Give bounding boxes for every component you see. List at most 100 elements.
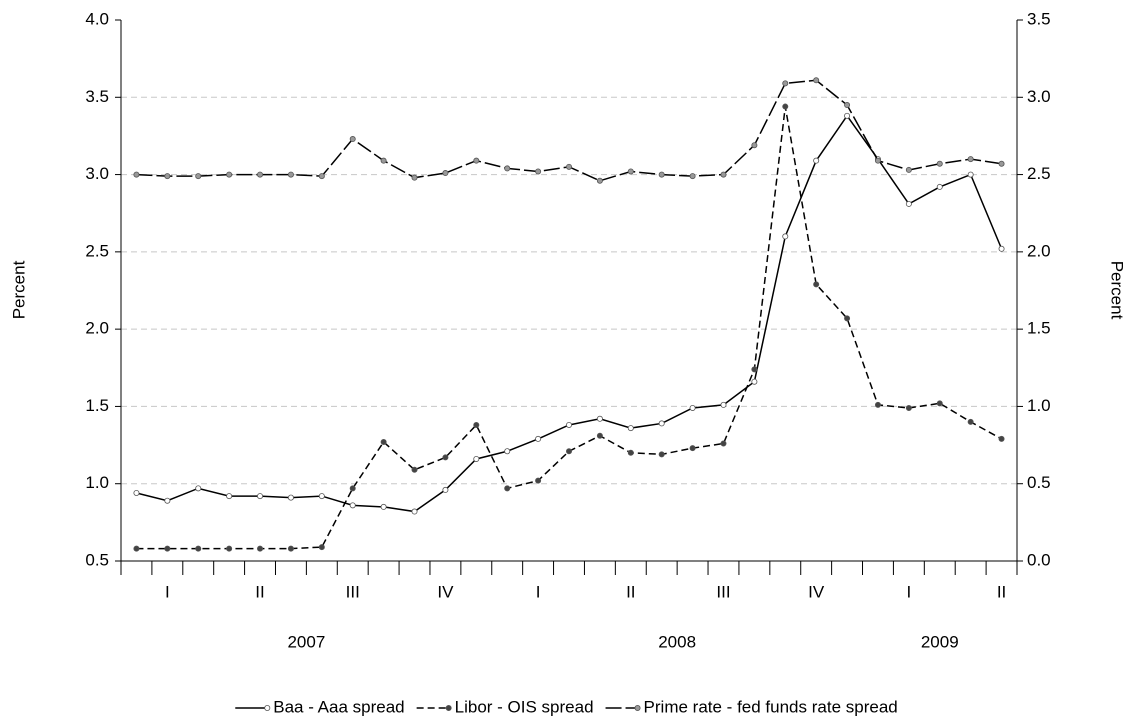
series-marker	[226, 545, 233, 552]
y-tick-label: 2.5	[85, 241, 109, 260]
y2-tick-label: 1.0	[1027, 396, 1051, 415]
x-tick-label: III	[716, 582, 730, 601]
series-marker	[257, 171, 264, 178]
y2-tick-label: 3.5	[1027, 9, 1051, 28]
series-marker	[844, 102, 851, 109]
x-tick-label: II	[997, 582, 1006, 601]
series-marker	[658, 451, 665, 458]
series-marker	[998, 160, 1005, 167]
series-marker	[287, 545, 294, 552]
y-tick-label: 3.5	[85, 87, 109, 106]
x-tick-label: I	[165, 582, 170, 601]
series-line	[136, 106, 1002, 550]
series-marker	[133, 489, 140, 496]
series-marker	[133, 545, 140, 552]
x-tick-label: IV	[808, 582, 825, 601]
series-marker	[596, 432, 603, 439]
series-marker	[164, 545, 171, 552]
series-marker	[473, 455, 480, 462]
series-marker	[411, 466, 418, 473]
series-marker	[504, 165, 511, 172]
legend-marker	[634, 705, 641, 712]
series-marker	[905, 200, 912, 207]
series-marker	[535, 435, 542, 442]
series-marker	[967, 171, 974, 178]
x-tick-label: I	[906, 582, 911, 601]
series-marker	[813, 77, 820, 84]
legend-label: Baa - Aaa spread	[273, 697, 404, 716]
series-marker	[627, 449, 634, 456]
series-marker	[195, 485, 202, 492]
series-marker	[411, 508, 418, 515]
series-marker	[535, 477, 542, 484]
y-tick-label: 1.5	[85, 396, 109, 415]
series-marker	[318, 173, 325, 180]
legend-marker	[264, 705, 271, 712]
series-marker	[658, 171, 665, 178]
series-marker	[287, 494, 294, 501]
y-tick-label: 4.0	[85, 9, 109, 28]
series-marker	[936, 160, 943, 167]
year-label: 2008	[658, 632, 696, 651]
series-marker	[844, 112, 851, 119]
series-marker	[905, 404, 912, 411]
series-marker	[318, 544, 325, 551]
series-marker	[874, 401, 881, 408]
series-marker	[967, 418, 974, 425]
y2-tick-label: 0.5	[1027, 473, 1051, 492]
series-marker	[349, 485, 356, 492]
series-marker	[349, 136, 356, 143]
series-marker	[998, 435, 1005, 442]
series-marker	[627, 168, 634, 175]
legend-label: Libor - OIS spread	[455, 697, 594, 716]
series-marker	[380, 503, 387, 510]
series-marker	[936, 183, 943, 190]
series-marker	[195, 545, 202, 552]
series-marker	[380, 438, 387, 445]
series-marker	[689, 404, 696, 411]
x-tick-label: III	[346, 582, 360, 601]
series-marker	[442, 170, 449, 177]
series-marker	[658, 420, 665, 427]
y2-tick-label: 2.5	[1027, 164, 1051, 183]
y2-tick-label: 3.0	[1027, 87, 1051, 106]
legend-label: Prime rate - fed funds rate spread	[644, 697, 898, 716]
y-tick-label: 1.0	[85, 473, 109, 492]
y-tick-label: 2.0	[85, 319, 109, 338]
series-marker	[905, 166, 912, 173]
y-tick-label: 0.5	[85, 550, 109, 569]
series-marker	[813, 281, 820, 288]
series-marker	[844, 315, 851, 322]
series-marker	[504, 448, 511, 455]
series-marker	[627, 425, 634, 432]
series-marker	[967, 156, 974, 163]
series-marker	[689, 445, 696, 452]
series-marker	[257, 545, 264, 552]
series-marker	[442, 486, 449, 493]
series-marker	[349, 502, 356, 509]
series-marker	[596, 415, 603, 422]
y2-tick-label: 2.0	[1027, 241, 1051, 260]
series-marker	[782, 80, 789, 87]
series-marker	[720, 401, 727, 408]
series-marker	[596, 177, 603, 184]
year-label: 2009	[921, 632, 959, 651]
series-marker	[720, 440, 727, 447]
x-tick-label: II	[255, 582, 264, 601]
series-marker	[782, 103, 789, 110]
series-marker	[566, 448, 573, 455]
y-axis-label: Percent	[9, 260, 28, 319]
series-marker	[782, 233, 789, 240]
series-marker	[998, 245, 1005, 252]
x-tick-label: I	[536, 582, 541, 601]
series-marker	[257, 493, 264, 500]
series-marker	[318, 493, 325, 500]
series-marker	[751, 366, 758, 373]
series-marker	[226, 493, 233, 500]
series-marker	[287, 171, 294, 178]
series-marker	[164, 173, 171, 180]
series-marker	[689, 173, 696, 180]
series-marker	[751, 378, 758, 385]
year-label: 2007	[287, 632, 325, 651]
